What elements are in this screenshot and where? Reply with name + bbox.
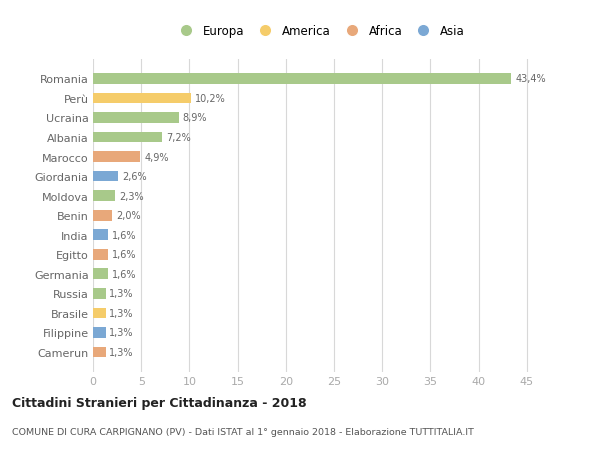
- Text: 8,9%: 8,9%: [182, 113, 207, 123]
- Bar: [93, 288, 106, 299]
- Text: 4,9%: 4,9%: [144, 152, 169, 162]
- Text: 1,3%: 1,3%: [109, 308, 134, 318]
- Bar: [93, 308, 106, 319]
- Text: 1,3%: 1,3%: [109, 347, 134, 357]
- Bar: [93, 113, 179, 123]
- Bar: [93, 132, 163, 143]
- Bar: [93, 152, 140, 162]
- Bar: [93, 269, 109, 280]
- Text: 43,4%: 43,4%: [515, 74, 546, 84]
- Bar: [93, 249, 109, 260]
- Text: 2,3%: 2,3%: [119, 191, 143, 201]
- Bar: [93, 327, 106, 338]
- Text: Cittadini Stranieri per Cittadinanza - 2018: Cittadini Stranieri per Cittadinanza - 2…: [12, 396, 307, 409]
- Text: 1,6%: 1,6%: [112, 230, 137, 240]
- Bar: [93, 230, 109, 241]
- Text: 1,6%: 1,6%: [112, 269, 137, 279]
- Text: 1,3%: 1,3%: [109, 289, 134, 299]
- Bar: [93, 347, 106, 358]
- Text: COMUNE DI CURA CARPIGNANO (PV) - Dati ISTAT al 1° gennaio 2018 - Elaborazione TU: COMUNE DI CURA CARPIGNANO (PV) - Dati IS…: [12, 427, 474, 436]
- Bar: [93, 74, 511, 84]
- Text: 7,2%: 7,2%: [166, 133, 191, 143]
- Bar: [93, 171, 118, 182]
- Text: 1,6%: 1,6%: [112, 250, 137, 260]
- Text: 1,3%: 1,3%: [109, 328, 134, 338]
- Text: 10,2%: 10,2%: [195, 94, 226, 104]
- Text: 2,6%: 2,6%: [122, 172, 146, 182]
- Bar: [93, 93, 191, 104]
- Text: 2,0%: 2,0%: [116, 211, 141, 221]
- Bar: [93, 210, 112, 221]
- Legend: Europa, America, Africa, Asia: Europa, America, Africa, Asia: [174, 25, 465, 38]
- Bar: [93, 191, 115, 202]
